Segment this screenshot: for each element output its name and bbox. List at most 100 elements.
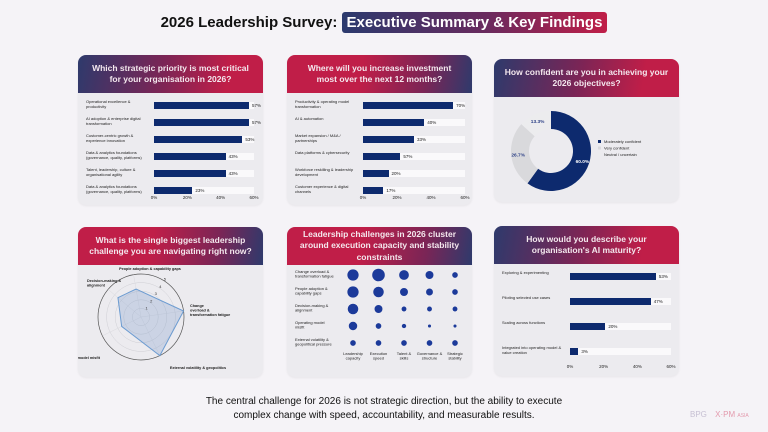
legend-label: Very confident (604, 146, 630, 151)
radar-series-area (117, 288, 185, 357)
bubble-row-label: Operating model misfit (295, 320, 325, 330)
x-tick-label: 0% (566, 364, 574, 369)
bar-row: Operational excellence & productivity 57% (86, 99, 261, 117)
bar (363, 153, 401, 160)
legend-swatch (598, 140, 601, 143)
bar-value-label: 53% (658, 274, 668, 279)
bubble (350, 340, 356, 346)
bar-category-label: AI & automation (295, 116, 324, 121)
donut-value-label: 26.7% (511, 152, 525, 158)
donut-slice (527, 111, 591, 191)
x-tick-label: 20% (392, 195, 402, 200)
logos: BPG X·PM ASIA (690, 410, 749, 419)
bar-value-label: 20% (391, 171, 401, 176)
card-investment: Where will you increase investment most … (287, 55, 472, 205)
card-title: Which strategic priority is most critica… (78, 55, 263, 93)
radar-axis-label: Decision-making & alignment (87, 279, 121, 287)
card-title: What is the single biggest leadership ch… (78, 227, 263, 265)
x-tick-label: 60% (460, 195, 470, 200)
radar-spoke (107, 289, 142, 318)
bar-track (570, 298, 671, 305)
bubble (425, 271, 434, 279)
bubble-row-label: Change overload & transformation fatigue (295, 269, 334, 279)
bar-track (570, 273, 671, 280)
legend-label: Neutral / uncertain (604, 152, 637, 157)
bar (363, 119, 425, 126)
x-tick-label: 0% (150, 195, 158, 200)
bar-category-label: Exploring & experimenting (502, 270, 549, 275)
bar-value-label: 23% (195, 188, 205, 193)
card-biggest-challenge: What is the single biggest leadership ch… (78, 227, 263, 377)
bar-value-label: 57% (252, 120, 262, 125)
bubble (401, 323, 407, 329)
bar-category-label: Data & analytics foundations (governance… (86, 150, 142, 160)
bubble (374, 305, 383, 313)
donut-chart-confidence: 60.0% 26.7% 13.3% Moderately confident Very … (511, 111, 642, 191)
radar-tick-label: 4 (159, 284, 162, 289)
bar-track (154, 136, 254, 143)
bar-track (363, 187, 465, 194)
bar (154, 102, 249, 109)
hbar-chart-investment: Productivity & operating model transform… (287, 93, 472, 205)
bubble-column-label: Strategic stability (447, 351, 463, 361)
hbar-chart-ai-maturity: Exploring & experimenting 53% Piloting sel… (494, 264, 679, 376)
bar-track (363, 153, 465, 160)
bar-track (154, 119, 254, 126)
page-title-highlight: Executive Summary & Key Findings (341, 12, 608, 33)
card-ai-maturity: How would you describe your organisation… (494, 226, 679, 376)
bar-track (154, 170, 254, 177)
bar-category-label: Operational excellence & productivity (86, 99, 131, 109)
bubble (347, 269, 359, 281)
bar (570, 348, 579, 355)
bar-row: Scaling across functions 20% (502, 320, 671, 338)
bubble-column-label: Execution speed (370, 351, 388, 361)
x-tick-label: 20% (182, 195, 192, 200)
bar (154, 119, 249, 126)
bar (570, 323, 606, 330)
bar-category-label: Customer experience & digital channels (295, 184, 349, 194)
bar-track (363, 119, 465, 126)
bubble (373, 286, 384, 298)
bar-row: Productivity & operating model transform… (295, 99, 466, 117)
bar-value-label: 43% (228, 154, 238, 159)
x-tick-label: 60% (666, 364, 676, 369)
bar-row: Workforce reskilling & leadership develo… (295, 167, 465, 185)
bubble (399, 270, 409, 280)
x-tick-label: 20% (599, 364, 609, 369)
bubble (348, 321, 358, 331)
bar-category-label: Scaling across functions (502, 320, 546, 325)
x-tick-label: 40% (216, 195, 226, 200)
radar-grid-ring (106, 282, 176, 352)
bar-value-label: 33% (417, 137, 427, 142)
bpg-logo: BPG (690, 410, 707, 419)
x-tick-label: 40% (632, 364, 642, 369)
bar-category-label: Piloting selected use cases (502, 295, 551, 300)
bubble-row-label: External volatility & geopolitical pressu… (295, 337, 332, 347)
legend-swatch (598, 153, 601, 156)
radar-tick-label: 2 (150, 298, 153, 303)
x-tick-label: 0% (359, 195, 367, 200)
bar-category-label: Data platforms & cybersecurity (295, 150, 350, 155)
bar-category-label: AI adoption & enterprise digital transfo… (86, 116, 141, 126)
bubble (375, 323, 382, 329)
card-title: Where will you increase investment most … (287, 55, 472, 93)
bubble-column-label: Talent & skills (397, 351, 412, 361)
bar-row: Customer experience & digital channels 17… (295, 184, 465, 202)
bubble (347, 303, 359, 315)
bar-value-label: 70% (456, 103, 466, 108)
bar-track (363, 170, 465, 177)
bar-row: Exploring & experimenting 53% (502, 270, 671, 288)
bar-row: Integrated into operating model & value … (502, 345, 671, 363)
bar (154, 136, 243, 143)
bubble (375, 340, 382, 346)
radar-tick-label: 3 (155, 291, 158, 296)
radar-axis-label: External volatility & geopolitics (170, 366, 226, 370)
bar-value-label: 53% (245, 137, 255, 142)
radar-grid-ring (132, 308, 150, 326)
card-title: Leadership challenges in 2026 cluster ar… (287, 227, 472, 265)
card-title: How confident are you in achieving your … (494, 59, 679, 97)
radar-spoke (140, 310, 184, 318)
bar-track (363, 102, 465, 109)
bar-row: Data platforms & cybersecurity 57% (295, 150, 465, 168)
bubble-row-label: People adoption & capability gaps (295, 286, 328, 296)
